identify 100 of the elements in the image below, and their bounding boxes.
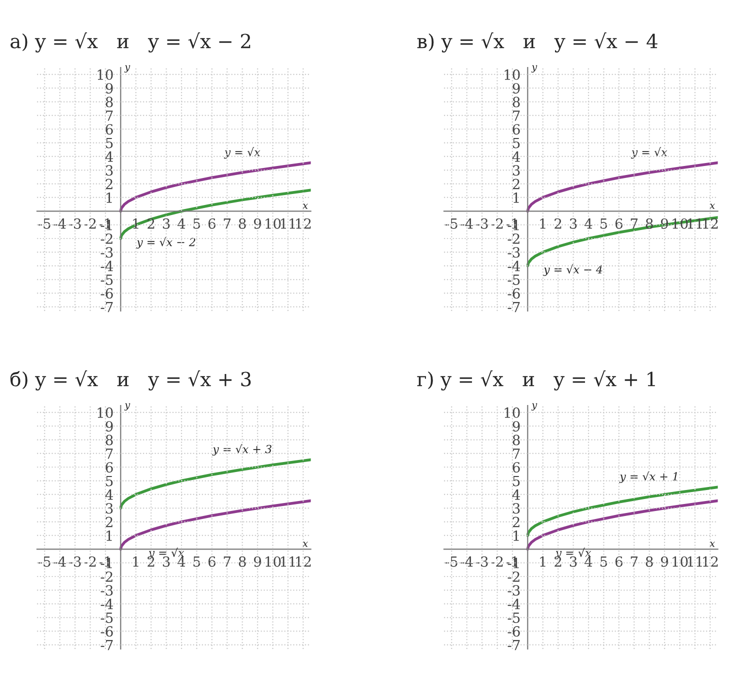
y-tick-label: -4 (100, 598, 114, 610)
line-series (119, 161, 311, 213)
x-tick-label: -3 (68, 218, 81, 229)
y-tick-label: 6 (106, 124, 113, 135)
x-tick-label: 8 (646, 556, 653, 567)
series-label: y = √x + 1 (619, 471, 677, 483)
y-tick-label: 2 (106, 178, 112, 190)
y-tick-label: 4 (512, 151, 520, 162)
x-tick-label: 5 (600, 556, 608, 567)
y-tick-label: 8 (106, 434, 113, 446)
y-tick-label: -7 (508, 302, 520, 312)
x-tick-label: -3 (476, 218, 488, 229)
y-tick-label: 8 (106, 96, 113, 108)
y-tick-label: 5 (513, 138, 520, 148)
chart-title: б) y = √x и y = √x + 3 (10, 370, 251, 390)
y-tick-label: 2 (512, 178, 520, 190)
y-tick-label: -4 (100, 260, 114, 272)
y-tick-label: -2 (100, 233, 112, 244)
x-axis-title: x (302, 542, 308, 547)
x-tick-label: 7 (630, 556, 638, 567)
x-tick-label: 11 (280, 218, 295, 229)
y-tick-label: 8 (512, 96, 520, 108)
x-tick-label: 4 (178, 218, 186, 229)
y-tick-label: 10 (98, 69, 113, 80)
y-tick-label: -6 (508, 288, 520, 299)
y-tick-label: 6 (512, 124, 520, 135)
x-tick-label: -2 (84, 218, 96, 229)
y-tick-label: 10 (98, 407, 113, 418)
line-series (526, 486, 718, 537)
x-tick-label: 12 (703, 218, 718, 229)
y-tick-label: 5 (106, 476, 113, 486)
x-axis-title: x (710, 204, 715, 209)
x-tick-label: 1 (133, 556, 138, 567)
y-tick-label: 5 (106, 138, 113, 148)
y-tick-label: 9 (512, 421, 520, 432)
x-tick-label: 11 (688, 556, 702, 567)
y-tick-label: 1 (514, 192, 519, 203)
x-tick-label: 5 (193, 556, 200, 567)
x-tick-label: 8 (238, 556, 246, 567)
y-tick-label: 4 (512, 489, 520, 500)
x-tick-label: 10 (672, 556, 688, 567)
y-tick-label: -4 (508, 598, 520, 610)
x-tick-label: 4 (584, 556, 592, 567)
y-tick-label: 10 (504, 407, 520, 418)
x-tick-label: 1 (540, 556, 546, 567)
x-tick-label: 7 (630, 218, 638, 229)
x-tick-label: -4 (54, 556, 66, 567)
y-tick-label: 6 (512, 462, 520, 473)
x-tick-label: 11 (280, 556, 295, 567)
y-tick-label: 3 (106, 165, 113, 176)
y-tick-label: 1 (514, 530, 519, 541)
chart-title: г) y = √x и y = √x + 1 (417, 370, 655, 390)
y-tick-label: 9 (106, 421, 113, 432)
x-tick-label: 10 (266, 556, 281, 567)
y-tick-label: 10 (504, 69, 520, 80)
x-tick-label: -5 (38, 218, 50, 229)
series-label: y = √x (630, 147, 668, 159)
y-tick-label: -7 (100, 302, 113, 312)
y-tick-label: 1 (106, 192, 112, 203)
y-tick-label: -6 (100, 288, 113, 299)
line-series (119, 458, 311, 510)
y-tick-label: 7 (106, 110, 113, 121)
y-tick-label: -7 (508, 640, 520, 650)
y-tick-label: -3 (508, 585, 520, 596)
y-tick-label: -5 (508, 274, 520, 285)
chart-title: в) y = √x и y = √x − 4 (417, 32, 658, 52)
y-tick-label: 2 (512, 516, 520, 528)
x-tick-label: 6 (208, 218, 216, 229)
x-tick-label: -3 (68, 556, 81, 567)
y-tick-label: 9 (106, 83, 113, 94)
y-tick-label: 3 (106, 503, 113, 514)
x-tick-label: 7 (224, 556, 231, 567)
x-tick-label: -2 (491, 556, 503, 567)
x-tick-label: 2 (554, 218, 562, 229)
x-tick-label: -4 (460, 218, 473, 229)
y-axis-title: y (124, 403, 130, 410)
y-tick-label: -6 (100, 626, 113, 637)
chart-title: а) y = √x и y = √x − 2 (10, 32, 250, 52)
y-tick-label: -6 (508, 626, 520, 637)
x-tick-label: 2 (148, 218, 154, 229)
x-tick-label: 12 (703, 556, 718, 567)
y-tick-label: -7 (100, 640, 113, 650)
y-tick-label: 3 (512, 165, 520, 176)
x-tick-label: 3 (570, 218, 577, 229)
y-axis-title: y (124, 65, 130, 72)
x-tick-label: -4 (460, 556, 473, 567)
y-tick-label: 6 (106, 462, 113, 473)
y-tick-label: 8 (512, 434, 520, 446)
y-tick-label: -5 (100, 612, 113, 623)
series-label: y = √x (224, 147, 260, 159)
line-series (526, 161, 718, 213)
x-tick-label: 3 (162, 218, 170, 229)
x-tick-label: 8 (238, 218, 246, 229)
x-tick-label: 12 (296, 556, 311, 567)
x-tick-label: -5 (445, 218, 458, 229)
series-label: y = √x + 3 (212, 444, 272, 456)
x-tick-label: 6 (208, 556, 216, 567)
x-tick-label: 9 (661, 556, 668, 567)
x-tick-label: 9 (254, 556, 262, 567)
y-tick-label: 3 (512, 503, 520, 514)
